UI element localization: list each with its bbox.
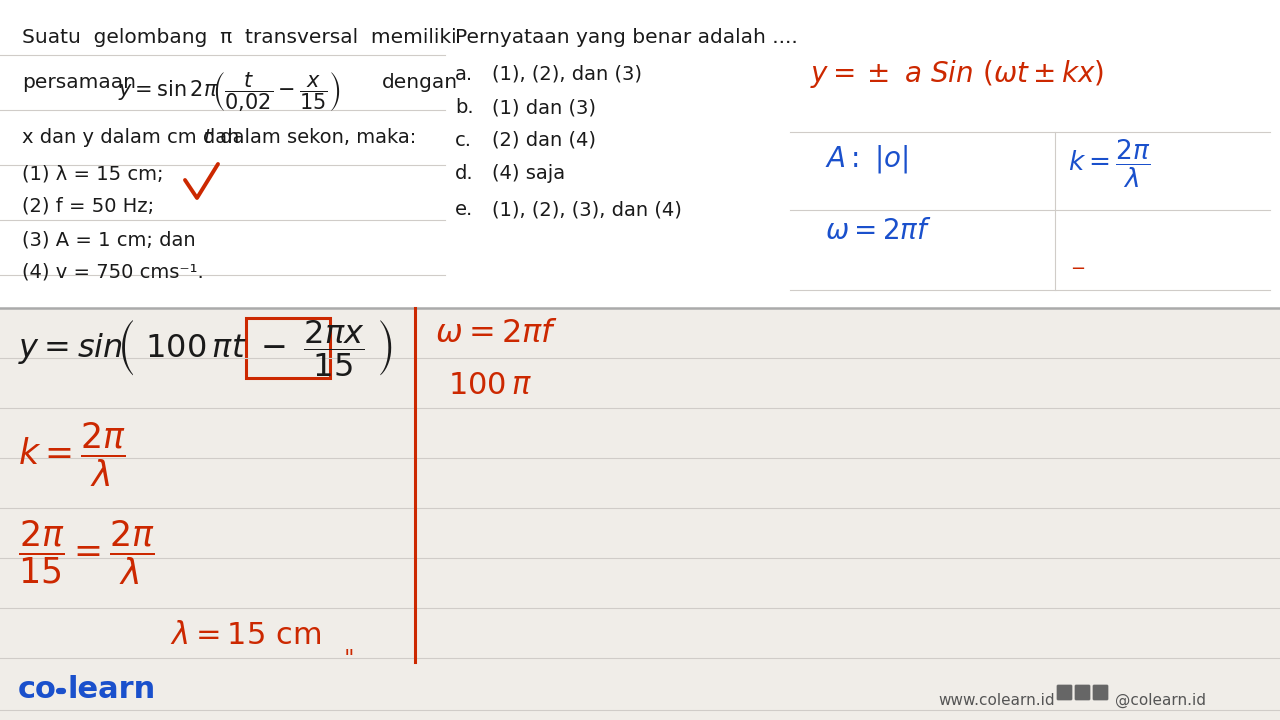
Text: www.colearn.id: www.colearn.id: [938, 693, 1055, 708]
Text: $y = \sin 2\pi\!\left(\dfrac{t}{0{,}02} - \dfrac{x}{15}\right)$: $y = \sin 2\pi\!\left(\dfrac{t}{0{,}02} …: [118, 70, 340, 114]
Text: $k = \dfrac{2\pi}{\lambda}$: $k = \dfrac{2\pi}{\lambda}$: [18, 420, 127, 489]
Text: dengan: dengan: [381, 73, 458, 92]
Text: co: co: [18, 675, 56, 704]
Text: (1), (2), dan (3): (1), (2), dan (3): [492, 65, 643, 84]
Text: Suatu  gelombang  π  transversal  memiliki: Suatu gelombang π transversal memiliki: [22, 28, 457, 47]
Bar: [0, 0, 1280, 308]
FancyBboxPatch shape: [1093, 685, 1108, 700]
Text: (4) v = 750 cms⁻¹.: (4) v = 750 cms⁻¹.: [22, 263, 204, 282]
Text: (2) f = 50 Hz;: (2) f = 50 Hz;: [22, 197, 154, 216]
Text: x dan y dalam cm dan: x dan y dalam cm dan: [22, 128, 246, 147]
Text: (3) A = 1 cm; dan: (3) A = 1 cm; dan: [22, 230, 196, 249]
Text: (4) saja: (4) saja: [492, 164, 566, 183]
Text: $y = \mathit{sin}\!\left(\ 100\,\pi t\ -\ \dfrac{2\pi x}{15}\ \right)$: $y = \mathit{sin}\!\left(\ 100\,\pi t\ -…: [18, 318, 393, 378]
Text: e.: e.: [454, 200, 474, 219]
Text: $y = \pm\ a\ \mathit{Sin}\ (\omega t \pm kx)$: $y = \pm\ a\ \mathit{Sin}\ (\omega t \pm…: [810, 58, 1105, 90]
FancyBboxPatch shape: [1075, 685, 1091, 700]
Text: t: t: [204, 128, 211, 147]
Text: a.: a.: [454, 65, 474, 84]
Text: (1) λ = 15 cm;: (1) λ = 15 cm;: [22, 164, 164, 183]
Text: $\omega = 2\pi f$: $\omega = 2\pi f$: [435, 318, 558, 349]
Text: @colearn.id: @colearn.id: [1115, 693, 1206, 708]
Text: $-$: $-$: [1070, 258, 1085, 276]
Text: $k = \dfrac{2\pi}{\lambda}$: $k = \dfrac{2\pi}{\lambda}$: [1068, 138, 1151, 190]
Text: (2) dan (4): (2) dan (4): [492, 131, 596, 150]
Text: $A :\ |o|$: $A :\ |o|$: [826, 143, 909, 175]
Text: c.: c.: [454, 131, 472, 150]
FancyBboxPatch shape: [1057, 685, 1073, 700]
Text: persamaan: persamaan: [22, 73, 136, 92]
Text: $\omega = 2\pi f$: $\omega = 2\pi f$: [826, 218, 932, 245]
Text: d.: d.: [454, 164, 474, 183]
Text: $100\,\pi$: $100\,\pi$: [448, 370, 532, 401]
Text: $\dfrac{2\pi}{15} = \dfrac{2\pi}{\lambda}$: $\dfrac{2\pi}{15} = \dfrac{2\pi}{\lambda…: [18, 518, 155, 587]
Text: (1), (2), (3), dan (4): (1), (2), (3), dan (4): [492, 200, 682, 219]
Text: learn: learn: [67, 675, 155, 704]
Text: dalam sekon, maka:: dalam sekon, maka:: [214, 128, 416, 147]
Text: ": ": [330, 648, 355, 670]
Text: Pernyataan yang benar adalah ....: Pernyataan yang benar adalah ....: [454, 28, 797, 47]
Text: $\lambda = 15\ \mathrm{cm}$: $\lambda = 15\ \mathrm{cm}$: [170, 620, 321, 651]
Text: (1) dan (3): (1) dan (3): [492, 98, 596, 117]
Text: b.: b.: [454, 98, 474, 117]
